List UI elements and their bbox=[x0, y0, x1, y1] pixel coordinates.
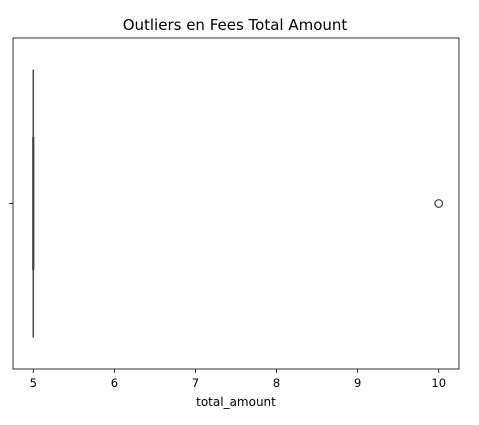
x-tick-label: 8 bbox=[273, 376, 280, 390]
x-tick-label: 9 bbox=[354, 376, 361, 390]
x-tick-label: 5 bbox=[30, 376, 37, 390]
box-element bbox=[32, 69, 35, 338]
x-tick-label: 10 bbox=[431, 376, 446, 390]
outlier-point bbox=[434, 199, 444, 208]
x-axis-label: total_amount bbox=[196, 395, 276, 409]
plot-area-frame bbox=[12, 37, 460, 370]
x-tick-label: 6 bbox=[111, 376, 118, 390]
outlier-points bbox=[434, 199, 444, 208]
chart-title: Outliers en Fees Total Amount bbox=[123, 16, 348, 34]
x-axis-ticks: 5 6 7 8 9 10 bbox=[30, 369, 446, 390]
x-tick-label: 7 bbox=[192, 376, 199, 390]
